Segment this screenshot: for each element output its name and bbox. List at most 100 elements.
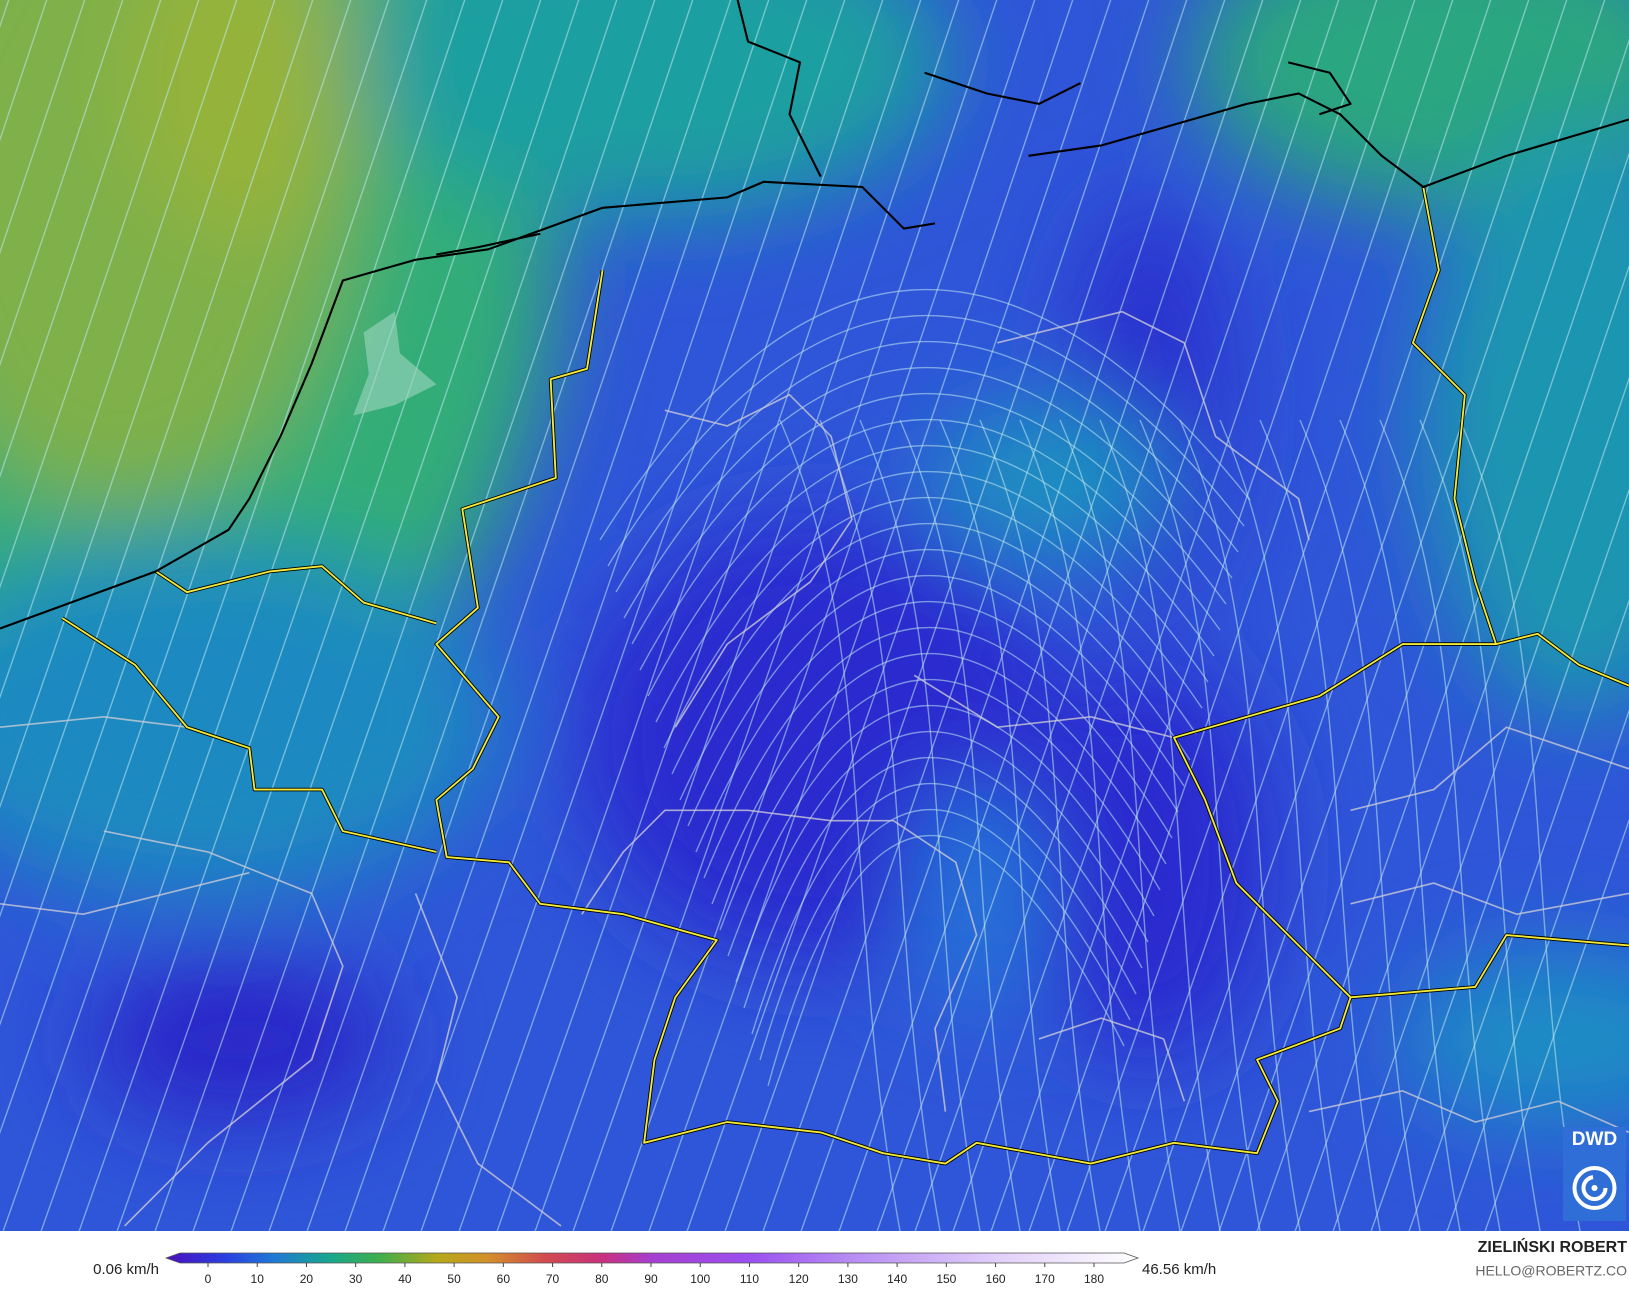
streamline: [78, 0, 504, 1231]
streamline: [572, 0, 998, 1231]
streamline: [154, 0, 580, 1231]
streamline: [762, 0, 1188, 1231]
streamline: [0, 0, 352, 1027]
colorbar-ticks: 0 10 20 30 40 50 60 70 80 90 100 110 120 130 140 150 160…: [205, 1263, 1104, 1286]
streamline: [1484, 818, 1629, 1231]
streamline: [759, 808, 1131, 1061]
author-email: HELLO@ROBERTZ.CO: [1475, 1263, 1627, 1279]
map: DWD: [0, 0, 1629, 1231]
colorbar-tick-label: 140: [887, 1272, 907, 1286]
streamline: [952, 0, 1378, 1231]
streamline: [1299, 419, 1421, 1231]
streamline: [599, 288, 1251, 541]
colorbar-tick-label: 160: [986, 1272, 1006, 1286]
colorbar-tick-label: 100: [690, 1272, 710, 1286]
streamline: [2, 0, 428, 1231]
streamline: [344, 0, 770, 1231]
streamline: [40, 0, 466, 1231]
streamline: [1459, 419, 1581, 1231]
streamline: [1379, 419, 1501, 1231]
streamline: [800, 0, 1226, 1231]
country-borders: [61, 186, 1629, 1165]
colorbar-tick-label: 30: [349, 1272, 363, 1286]
coastline: [0, 0, 1629, 630]
streamline: [230, 0, 656, 1231]
colorbar-tick-label: 110: [740, 1272, 759, 1286]
streamline: [0, 0, 276, 809]
streamline: [306, 0, 732, 1231]
streamline: [631, 392, 1227, 645]
streamline: [1256, 152, 1629, 1231]
colorbar-tick-label: 70: [546, 1272, 560, 1286]
streamline: [1139, 419, 1261, 1231]
streamline: [1142, 0, 1568, 1231]
lake: [353, 311, 437, 416]
colorbar-tick-label: 90: [644, 1272, 658, 1286]
dwd-logo: DWD: [1563, 1127, 1626, 1221]
streamline: [268, 0, 694, 1231]
streamline: [607, 314, 1245, 567]
streamline: [1370, 488, 1629, 1231]
streamline: [838, 0, 1264, 1231]
streamline: [0, 0, 124, 367]
streamline: [1332, 376, 1629, 1231]
legend-min-label: 0.06 km/h: [93, 1261, 159, 1278]
streamline: [703, 626, 1173, 879]
streamline: [0, 0, 86, 255]
streamline: [735, 730, 1149, 983]
streamline: [1180, 0, 1606, 1231]
streamline: [1259, 419, 1381, 1231]
streamline: [420, 0, 846, 1231]
streamline: [727, 704, 1155, 957]
colorbar-tick-label: 180: [1084, 1272, 1104, 1286]
streamline: [939, 419, 1061, 1231]
streamline: [819, 419, 941, 1231]
streamline: [623, 366, 1233, 619]
streamline: [116, 0, 542, 1231]
colorbar-tick-label: 10: [251, 1272, 265, 1286]
streamline: [859, 419, 981, 1231]
streamline: [0, 0, 238, 699]
logo-text: DWD: [1572, 1129, 1617, 1150]
streamline: [1294, 264, 1629, 1231]
streamline: [719, 678, 1161, 931]
colorbar-tick-label: 50: [447, 1272, 461, 1286]
streamline: [899, 419, 1021, 1231]
streamline: [990, 0, 1416, 1231]
streamline: [1104, 0, 1530, 1231]
streamline: [1099, 419, 1221, 1231]
streamline: [382, 0, 808, 1231]
streamline: [671, 522, 1197, 775]
streamline: [1019, 419, 1141, 1231]
streamline: [711, 652, 1167, 905]
author-name: ZIELIŃSKI ROBERT: [1478, 1237, 1628, 1256]
streamline: [0, 0, 162, 478]
legend-max-label: 46.56 km/h: [1142, 1261, 1216, 1278]
streamline: [779, 419, 901, 1231]
streamline: [615, 340, 1239, 593]
streamline: [767, 835, 1125, 1087]
streamline: [1179, 419, 1301, 1231]
footer: 0.06 km/h 46.56 km/h 0 10 20 30 40 50 60 70 80 90…: [0, 1231, 1629, 1287]
streamline: [686, 0, 1112, 1231]
streamline: [751, 782, 1137, 1035]
streamline: [679, 548, 1191, 801]
streamline: [687, 574, 1185, 827]
streamline: [695, 600, 1179, 853]
streamline: [979, 419, 1101, 1231]
streamline: [1419, 419, 1541, 1231]
colorbar-tick-label: 80: [595, 1272, 609, 1286]
streamline: [914, 0, 1340, 1231]
colorbar-tick-label: 130: [838, 1272, 858, 1286]
streamline: [192, 0, 618, 1231]
colorbar-tick-label: 60: [497, 1272, 511, 1286]
streamline: [0, 0, 390, 1135]
streamline: [648, 0, 1074, 1231]
colorbar: [164, 1252, 1140, 1264]
streamlines: [0, 0, 1629, 1231]
streamline: [1219, 419, 1341, 1231]
borders: [0, 0, 1629, 1227]
colorbar-tick-label: 150: [936, 1272, 956, 1286]
